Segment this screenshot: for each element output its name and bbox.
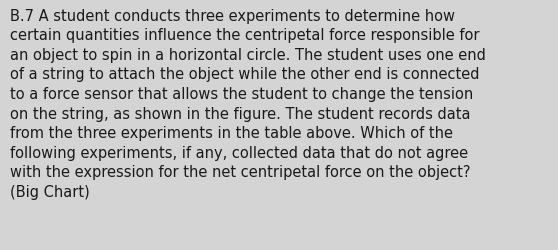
- Text: B.7 A student conducts three experiments to determine how
certain quantities inf: B.7 A student conducts three experiments…: [10, 9, 486, 199]
